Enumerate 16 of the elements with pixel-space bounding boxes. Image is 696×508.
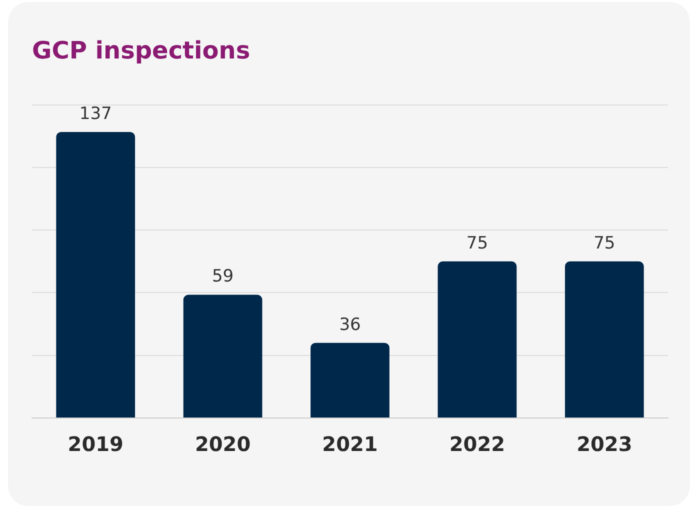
bar <box>183 294 262 418</box>
bar <box>438 261 517 418</box>
data-label: 36 <box>339 314 361 335</box>
chart-title: GCP inspections <box>32 36 250 65</box>
bar <box>310 342 390 418</box>
data-label: 75 <box>466 233 488 254</box>
data-label: 75 <box>594 233 616 254</box>
x-tick-label: 2019 <box>68 432 124 456</box>
bar <box>564 261 644 418</box>
x-tick-label: 2020 <box>194 432 251 456</box>
data-label: 137 <box>79 104 112 124</box>
x-tick-label: 2022 <box>449 432 506 456</box>
data-label: 59 <box>212 266 234 287</box>
x-tick-label: 2021 <box>322 432 378 456</box>
bar <box>56 132 136 418</box>
x-tick-label: 2023 <box>576 432 632 456</box>
